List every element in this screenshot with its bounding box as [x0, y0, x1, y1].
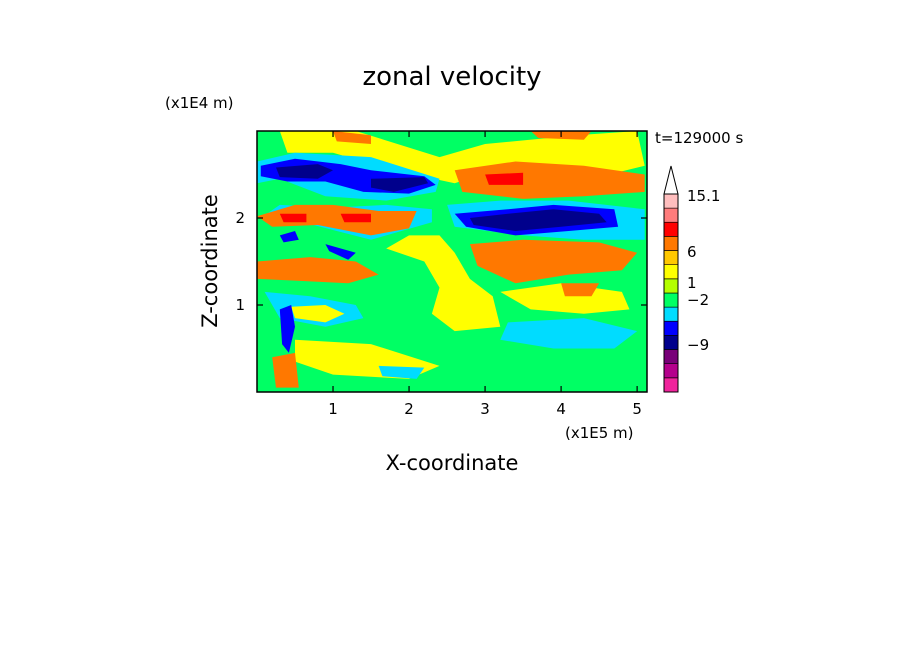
contour-region-orange: [272, 352, 299, 388]
x-unit-label: (x1E5 m): [565, 424, 634, 442]
colorbar-swatch: [663, 306, 679, 322]
colorbar-label: 1: [687, 274, 697, 292]
contour-region-red: [340, 213, 371, 223]
colorbar-over-triangle: [663, 165, 679, 195]
y-unit-label: (x1E4 m): [165, 94, 234, 112]
contour-region-orange: [257, 204, 417, 236]
colorbar-swatch: [663, 320, 679, 336]
contour-region-navy: [469, 209, 607, 231]
colorbar-swatch: [663, 292, 679, 308]
x-tick-label: 3: [480, 400, 490, 418]
colorbar-label: 6: [687, 243, 697, 261]
x-tick-label: 4: [556, 400, 566, 418]
y-tick-label: 1: [235, 296, 245, 314]
chart-title: zonal velocity: [362, 62, 541, 92]
contour-region-red: [279, 213, 307, 223]
contour-region-orange: [469, 239, 638, 284]
contour-region-orange: [333, 131, 371, 144]
colorbar-swatch: [663, 207, 679, 223]
contour-region-orange: [561, 283, 600, 297]
contour-region-cyan: [378, 365, 425, 379]
y-tick-label: 2: [235, 209, 245, 227]
y-axis-label: Z-coordinate: [198, 194, 222, 328]
plot-frame: [256, 130, 648, 393]
contour-region-red: [485, 172, 524, 185]
colorbar-swatch: [663, 335, 679, 350]
colorbar-swatch: [663, 264, 679, 280]
contour-region-yellow: [386, 235, 501, 332]
contour-region-blue: [325, 244, 356, 260]
colorbar-label: −9: [687, 336, 709, 354]
contour-region-navy: [371, 177, 429, 192]
x-tick-label: 1: [328, 400, 338, 418]
colorbar-swatch: [663, 250, 679, 266]
colorbar-swatch: [663, 236, 679, 251]
colorbar: 15.1 6 1−2 −9: [663, 165, 720, 393]
contour-region-cyan: [500, 318, 638, 349]
contour-region-green: [462, 344, 641, 382]
axis-ticks: 1 2 3 4 5 1 2: [235, 131, 647, 418]
x-tick-label: 2: [404, 400, 414, 418]
colorbar-swatch: [663, 193, 679, 209]
time-label: t=129000 s: [655, 129, 743, 147]
contour-region-orange: [257, 257, 379, 284]
contour-region-yellow: [500, 283, 630, 314]
x-tick-label: 5: [632, 400, 642, 418]
contour-regions: [257, 131, 645, 388]
colorbar-label: −2: [687, 291, 709, 309]
colorbar-frame: [663, 193, 679, 393]
colorbar-swatch: [663, 278, 679, 294]
contour-region-orange: [454, 161, 645, 199]
contour-region-navy: [276, 164, 333, 179]
contour-region-blue: [279, 231, 299, 243]
x-axis-label: X-coordinate: [386, 451, 519, 475]
colorbar-swatch: [663, 363, 679, 379]
colorbar-swatch: [663, 222, 679, 237]
colorbar-swatch: [663, 349, 679, 365]
colorbar-label: 15.1: [687, 187, 720, 205]
colorbar-swatch: [663, 377, 679, 393]
contour-region-blue: [279, 305, 295, 353]
contour-region-yellow: [291, 305, 345, 323]
